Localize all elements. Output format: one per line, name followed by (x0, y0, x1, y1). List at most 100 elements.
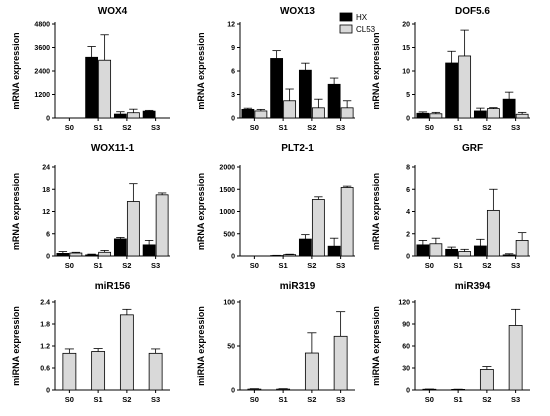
bar-s3-series (149, 353, 162, 390)
y-tick-label: 5 (406, 92, 410, 99)
bar-s1-cl53 (459, 56, 471, 118)
y-tick-label: 8 (406, 165, 410, 172)
y-tick-label: 60 (402, 344, 410, 351)
bar-s3-hx (143, 245, 155, 256)
y-tick-label: 6 (231, 69, 235, 76)
legend-label: CL53 (356, 25, 376, 34)
bar-s1-hx (446, 63, 458, 118)
bar-s0-hx (417, 245, 429, 256)
bar-s1-series (92, 352, 105, 391)
y-tick-label: 3600 (34, 45, 50, 52)
x-tick-label: S1 (279, 261, 288, 270)
bar-s2-cl53 (487, 109, 499, 118)
bar-s0-cl53 (430, 114, 442, 118)
bar-s0-cl53 (255, 111, 267, 118)
bar-s2-cl53 (127, 201, 139, 256)
bar-s1-hx (271, 58, 283, 118)
y-tick-label: 0 (231, 116, 235, 123)
y-tick-label: 24 (42, 165, 50, 172)
y-tick-label: 2.4 (40, 300, 50, 307)
y-tick-label: 1500 (219, 187, 235, 194)
y-tick-label: 12 (227, 22, 235, 29)
legend-swatch-hx (340, 13, 352, 21)
y-tick-label: 50 (227, 344, 235, 351)
x-tick-label: S2 (307, 395, 316, 404)
bar-s0-hx (417, 113, 429, 118)
y-axis-label: mRNA expression (371, 32, 381, 109)
bar-s3-hx (328, 84, 340, 118)
x-tick-label: S0 (250, 261, 259, 270)
bar-s1-series (277, 389, 290, 390)
legend: HX CL53 (340, 13, 376, 34)
x-tick-label: S1 (94, 261, 103, 270)
bar-s1-cl53 (284, 101, 296, 118)
x-tick-label: S1 (94, 395, 103, 404)
chart-title: GRF (462, 143, 483, 154)
bar-s3-series (509, 325, 522, 390)
chart-title: PLT2-1 (281, 143, 314, 154)
y-tick-label: 2 (406, 231, 410, 238)
y-tick-label: 500 (223, 231, 235, 238)
chart-title: miR319 (280, 281, 316, 292)
x-tick-label: S2 (307, 123, 316, 132)
x-tick-label: S3 (151, 395, 160, 404)
x-tick-label: S2 (307, 261, 316, 270)
x-tick-label: S0 (250, 123, 259, 132)
y-tick-label: 0 (231, 388, 235, 395)
bar-s2-series (480, 369, 493, 390)
y-tick-label: 100 (223, 300, 235, 307)
bar-s3-cl53 (516, 240, 528, 256)
y-tick-label: 1200 (34, 92, 50, 99)
x-tick-label: S3 (336, 395, 345, 404)
y-tick-label: 0 (406, 116, 410, 123)
x-tick-label: S1 (279, 395, 288, 404)
bar-s2-hx (114, 239, 126, 256)
bar-s2-hx (299, 70, 311, 118)
y-tick-label: 4800 (34, 22, 50, 29)
chart-title: miR394 (455, 281, 491, 292)
y-tick-label: 0 (406, 254, 410, 261)
y-tick-label: 12 (42, 209, 50, 216)
bar-s2-cl53 (127, 113, 139, 118)
y-tick-label: 9 (231, 45, 235, 52)
bar-s2-hx (299, 239, 311, 256)
bar-s0-series (248, 389, 261, 390)
bar-s3-hx (503, 255, 515, 256)
x-tick-label: S3 (151, 123, 160, 132)
bar-s2-hx (474, 246, 486, 256)
y-tick-label: 1.2 (40, 344, 50, 351)
y-tick-label: 10 (402, 69, 410, 76)
y-axis-label: miRNA expression (196, 306, 206, 386)
bar-s0-series (63, 353, 76, 390)
bar-s3-hx (143, 111, 155, 118)
x-tick-label: S1 (279, 123, 288, 132)
bar-s0-hx (57, 253, 69, 256)
legend-label: HX (356, 13, 368, 22)
x-tick-label: S3 (511, 261, 520, 270)
y-tick-label: 2400 (34, 69, 50, 76)
x-tick-label: S3 (511, 123, 520, 132)
bar-s1-cl53 (99, 60, 111, 118)
x-tick-label: S0 (425, 261, 434, 270)
y-tick-label: 18 (42, 187, 50, 194)
bar-s3-series (334, 336, 347, 390)
y-tick-label: 0 (231, 254, 235, 261)
x-tick-label: S3 (151, 261, 160, 270)
bar-s2-hx (114, 114, 126, 118)
x-tick-label: S1 (454, 395, 463, 404)
bar-s3-hx (503, 99, 515, 118)
bar-s0-hx (242, 109, 254, 118)
x-tick-label: S0 (65, 395, 74, 404)
x-tick-label: S0 (65, 123, 74, 132)
y-axis-label: miRNA expression (371, 306, 381, 386)
x-tick-label: S1 (454, 261, 463, 270)
y-tick-label: 0 (46, 254, 50, 261)
y-tick-label: 0 (406, 388, 410, 395)
y-tick-label: 6 (46, 231, 50, 238)
x-tick-label: S0 (250, 395, 259, 404)
